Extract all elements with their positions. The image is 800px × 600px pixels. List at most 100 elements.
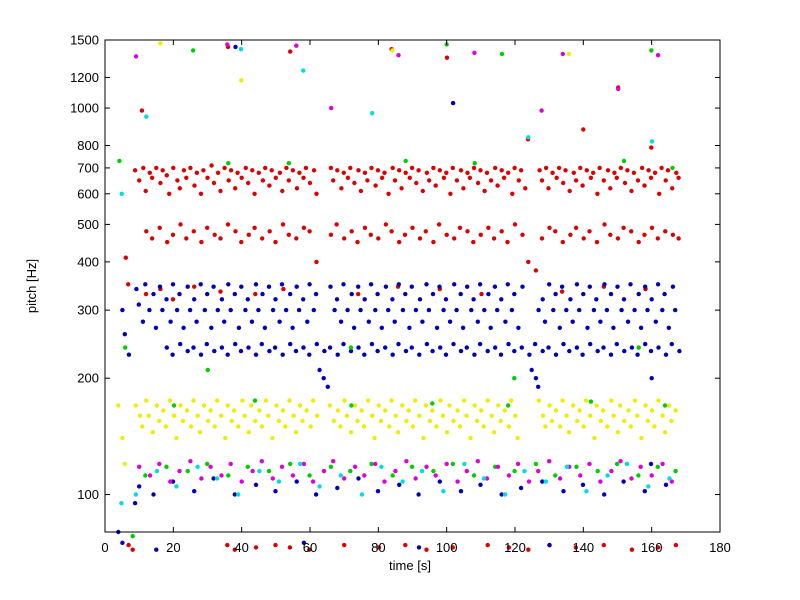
data-point [373, 461, 378, 467]
data-point [472, 403, 477, 408]
data-point [143, 188, 148, 194]
data-point [198, 282, 203, 287]
data-point [649, 139, 655, 144]
data-point [267, 348, 272, 354]
data-point [294, 284, 299, 289]
data-point [434, 424, 439, 429]
data-point [670, 232, 676, 237]
data-point [622, 348, 627, 354]
data-point [567, 188, 572, 194]
data-point [587, 461, 592, 467]
data-point [174, 435, 179, 441]
data-point [362, 225, 368, 230]
data-point [389, 229, 394, 234]
data-point [185, 284, 190, 289]
x-tick-label: 160 [641, 540, 663, 555]
data-point [417, 352, 422, 357]
data-point [358, 188, 364, 194]
data-point [424, 170, 430, 175]
data-point [373, 183, 378, 188]
data-point [349, 291, 354, 297]
data-point [369, 341, 375, 347]
data-point [201, 403, 207, 408]
data-point [437, 168, 442, 173]
data-point [157, 225, 162, 230]
data-point [273, 489, 278, 494]
data-point [297, 403, 303, 408]
data-point [588, 341, 593, 347]
data-point [427, 418, 433, 424]
data-point [573, 225, 579, 230]
data-point [656, 398, 661, 403]
data-point [348, 468, 353, 474]
data-point [361, 424, 367, 429]
data-point [618, 403, 623, 408]
data-point [615, 430, 621, 435]
data-point [307, 547, 312, 552]
data-point [305, 319, 310, 324]
data-point [580, 183, 585, 188]
data-point [317, 484, 322, 489]
data-point [573, 545, 578, 550]
data-point [474, 418, 480, 424]
data-point [455, 479, 460, 484]
data-point [154, 403, 160, 408]
data-point [399, 186, 404, 191]
data-point [471, 297, 476, 302]
data-point [358, 307, 363, 313]
data-point [314, 341, 319, 347]
data-point [273, 175, 278, 180]
data-point [584, 168, 589, 173]
data-point [660, 307, 665, 313]
data-point [369, 165, 374, 171]
data-point [655, 464, 660, 469]
data-point [134, 286, 139, 292]
data-point [417, 297, 423, 302]
data-point [400, 307, 406, 313]
data-point [561, 489, 566, 494]
data-point [191, 345, 196, 350]
data-point [557, 325, 562, 330]
data-point [205, 291, 210, 297]
data-point [502, 492, 508, 497]
data-point [595, 468, 600, 474]
data-point [588, 413, 593, 418]
data-point [280, 188, 285, 194]
data-point [242, 413, 247, 418]
data-point [457, 424, 463, 429]
data-point [622, 180, 628, 186]
data-point [342, 476, 347, 481]
data-point [526, 547, 531, 552]
data-point [577, 408, 582, 413]
data-point [506, 545, 512, 550]
data-point [307, 282, 312, 287]
data-point [209, 325, 214, 330]
data-point [598, 479, 603, 484]
data-point [505, 282, 510, 287]
data-point [649, 408, 655, 413]
data-point [383, 345, 388, 350]
data-point [396, 341, 401, 347]
data-point [416, 545, 422, 550]
data-point [328, 165, 334, 171]
data-point [396, 282, 401, 287]
data-point [462, 461, 467, 467]
data-point [626, 408, 631, 413]
data-point [539, 236, 545, 241]
data-point [543, 479, 548, 484]
data-point [536, 307, 541, 313]
data-point [240, 398, 245, 403]
plot-frame [104, 39, 721, 533]
data-point [226, 161, 231, 166]
data-point [648, 461, 654, 467]
x-tick-label: 120 [504, 540, 526, 555]
data-point [243, 307, 248, 313]
data-point [349, 229, 354, 234]
data-point [450, 545, 455, 550]
data-point [520, 284, 525, 289]
data-point [659, 165, 664, 171]
data-point [608, 232, 613, 237]
data-point [515, 435, 520, 441]
data-point [188, 165, 193, 171]
data-point [437, 479, 442, 484]
